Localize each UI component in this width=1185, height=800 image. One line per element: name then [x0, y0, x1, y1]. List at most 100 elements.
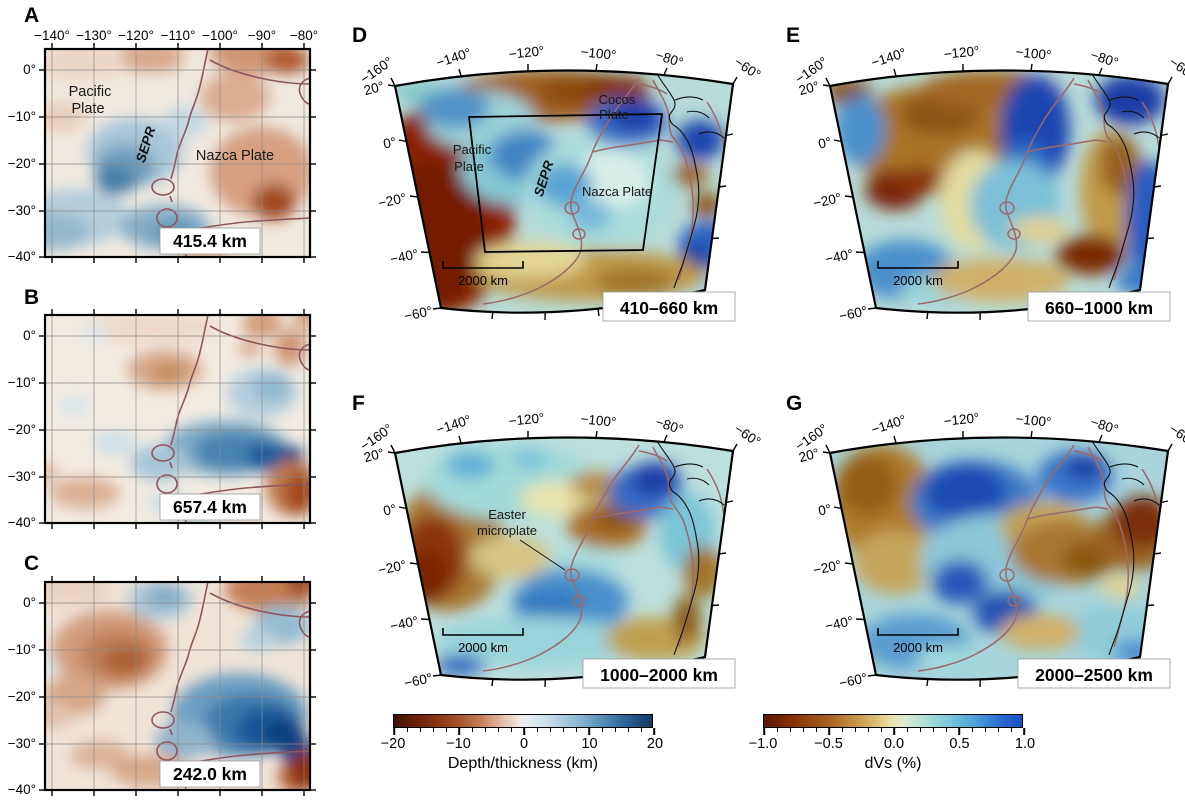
map-field: [395, 70, 733, 313]
panel-d-letter: D: [352, 24, 368, 47]
y-tick-label: 20°: [797, 445, 821, 465]
depth-badge-text: 242.0 km: [173, 764, 247, 784]
x-tick-label: −100°: [580, 44, 617, 63]
y-tick-label: −20°: [8, 689, 36, 704]
panel-c-letter: C: [24, 552, 40, 575]
panel-g-letter: G: [786, 392, 803, 415]
depth-badge-text: 415.4 km: [173, 231, 247, 251]
scale-bar-label: 2000 km: [458, 640, 508, 655]
colorbar-gradient: [393, 714, 653, 728]
cbar-tick-label: 0: [519, 736, 529, 752]
x-tick-label: −130°: [76, 28, 112, 43]
colorbar-title: Depth/thickness (km): [447, 755, 599, 772]
y-tick-label: −60°: [403, 303, 434, 324]
map-field: [830, 437, 1168, 680]
y-tick-label: 20°: [362, 445, 386, 465]
y-tick-label: −20°: [8, 422, 36, 437]
colorbar-tick-labels: −1.0 −0.5 0.0 0.5 1.0: [749, 735, 1035, 753]
pacific-plate-label: Plate: [454, 159, 484, 174]
y-tick-label: −40°: [8, 782, 36, 797]
depth-range-badge: 660–1000 km: [1027, 291, 1171, 322]
y-tick-label: 0°: [382, 501, 398, 518]
y-tick-label: 0°: [817, 134, 833, 151]
depth-badge-text: 657.4 km: [173, 497, 247, 517]
y-tick-label: −30°: [8, 736, 36, 751]
map-field: [830, 70, 1168, 313]
easter-microplate-label: microplate: [477, 523, 537, 538]
depth-range-badge-text: 660–1000 km: [1045, 298, 1153, 318]
x-tick-label: −120°: [118, 28, 154, 43]
x-tick-label: −140°: [434, 412, 473, 437]
cbar-tick-label: −0.5: [814, 736, 843, 752]
y-tick-label: −40°: [389, 246, 420, 267]
cbar-tick-label: −20: [380, 736, 406, 752]
cbar-tick-label: 0.5: [949, 736, 970, 752]
x-tick-label: −100°: [1015, 44, 1052, 63]
colorbar-ticks: [763, 728, 1025, 735]
map-panel-g: −160° −140° −120° −100° −80° −60° 20° 0°…: [792, 410, 1185, 691]
y-tick-label: −20°: [377, 557, 408, 578]
map-panel-a: −140° −130° −120° −110° −100° −90° −80° …: [8, 28, 318, 265]
cocos-plate-label: Cocos: [599, 92, 636, 107]
x-tick-label: −140°: [34, 28, 70, 43]
nazca-plate-label: Nazca Plate: [582, 184, 652, 199]
x-tick-label: −90°: [248, 28, 276, 43]
x-tick-label: −120°: [943, 410, 980, 429]
x-tick-label: −60°: [1167, 54, 1185, 82]
map-panel-d: −160° −140° −120° −100° −80° −60° 20° 0°…: [357, 43, 763, 324]
y-tick-label: −10°: [8, 109, 36, 124]
y-tick-label: −60°: [403, 670, 434, 691]
depth-range-badge-text: 1000–2000 km: [600, 665, 718, 685]
y-tick-label: −30°: [8, 203, 36, 218]
y-tick-label: −40°: [8, 515, 36, 530]
y-tick-label: −10°: [8, 375, 36, 390]
panel-b-letter: B: [24, 286, 40, 309]
x-tick-label: −100°: [1015, 411, 1052, 430]
x-tick-label: −120°: [508, 43, 545, 62]
x-tick-label: −80°: [1089, 47, 1121, 70]
pacific-plate-label: Pacific: [453, 142, 492, 157]
cbar-tick-label: 1.0: [1014, 736, 1036, 752]
x-tick-label: −80°: [290, 28, 318, 43]
y-tick-label: 0°: [23, 328, 36, 343]
y-tick-label: −40°: [389, 613, 420, 634]
y-tick-label: 0°: [382, 134, 398, 151]
y-tick-label: −30°: [8, 469, 36, 484]
map-panel-f: −160° −140° −120° −100° −80° −60° 20° 0°…: [357, 410, 763, 691]
colorbar-dvs: −1.0 −0.5 0.0 0.5 1.0 dVs (%): [749, 714, 1035, 773]
cbar-tick-label: −10: [446, 736, 471, 752]
cocos-plate-label: Plate: [599, 107, 629, 122]
y-tick-label: 20°: [797, 78, 821, 98]
depth-range-badge: 2000–2500 km: [1017, 658, 1171, 689]
x-tick-label: −140°: [869, 412, 908, 437]
depth-badge: 242.0 km: [159, 760, 261, 788]
scale-bar-label: 2000 km: [893, 640, 943, 655]
panel-f-letter: F: [352, 392, 365, 415]
depth-range-badge: 1000–2000 km: [582, 658, 736, 689]
cbar-tick-label: 10: [581, 736, 598, 752]
y-tick-label: −20°: [8, 156, 36, 171]
y-tick-label: −20°: [377, 190, 408, 211]
y-tick-label: 0°: [23, 595, 36, 610]
depth-range-badge-text: 2000–2500 km: [1035, 665, 1153, 685]
x-tick-label: −120°: [943, 43, 980, 62]
easter-microplate-label: Easter: [488, 507, 526, 522]
depth-range-badge: 410–660 km: [602, 291, 736, 322]
depth-range-badge-text: 410–660 km: [620, 298, 718, 318]
map-panel-c: 0° −10° −20° −30° −40° 242.0 km: [8, 574, 318, 798]
nazca-plate-label: Nazca Plate: [196, 148, 274, 164]
y-tick-label: 0°: [817, 501, 833, 518]
x-tick-label: −80°: [654, 47, 686, 70]
scale-bar-label: 2000 km: [893, 273, 943, 288]
panel-e-letter: E: [786, 24, 801, 47]
cbar-tick-label: −1.0: [748, 736, 778, 752]
y-tick-label: −10°: [8, 642, 36, 657]
y-tick-label: −20°: [812, 190, 843, 211]
map-field: [395, 437, 733, 680]
x-tick-label: −60°: [1167, 421, 1185, 449]
map-panel-b: 0° −10° −20° −30° −40° 657.4 km: [8, 307, 318, 531]
y-tick-label: −60°: [838, 303, 869, 324]
depth-badge: 415.4 km: [159, 227, 261, 255]
y-tick-label: 0°: [23, 62, 36, 77]
